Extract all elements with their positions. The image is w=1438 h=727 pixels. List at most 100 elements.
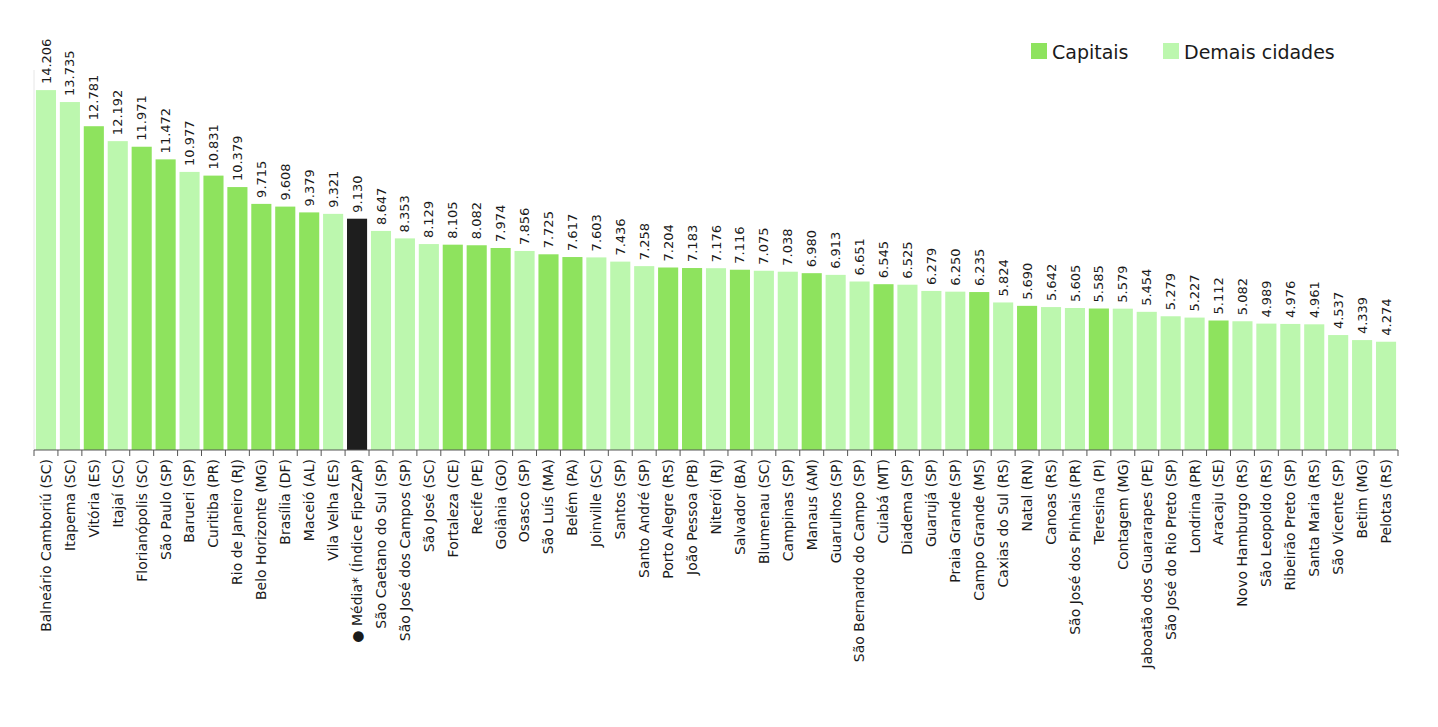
- x-tick: [560, 450, 561, 456]
- x-tick-label: Itapema (SC): [62, 459, 78, 551]
- data-label: 10.831: [206, 124, 221, 170]
- legend-label: Demais cidades: [1184, 41, 1335, 63]
- x-tick: [1254, 450, 1255, 456]
- data-label: 5.112: [1211, 277, 1226, 314]
- x-tick-label: Londrina (PR): [1186, 459, 1202, 554]
- x-tick-label: São Leopoldo (RS): [1258, 459, 1274, 587]
- x-tick-label: Aracaju (SE): [1210, 459, 1226, 545]
- x-tick-label: São Paulo (SP): [158, 459, 174, 560]
- x-tick: [392, 450, 393, 456]
- data-label: 5.642: [1044, 264, 1059, 301]
- x-tick: [919, 450, 920, 456]
- x-tick: [34, 450, 35, 456]
- x-tick-label: Vila Velha (ES): [325, 459, 341, 561]
- data-label: 9.608: [278, 163, 293, 200]
- x-tick: [823, 450, 824, 456]
- data-label: 8.353: [397, 195, 412, 232]
- data-label: 4.339: [1355, 297, 1370, 334]
- bar: [562, 257, 582, 450]
- x-tick: [81, 450, 82, 456]
- data-label: 5.585: [1091, 265, 1106, 302]
- bar: [227, 187, 247, 450]
- data-label: 4.989: [1259, 280, 1274, 317]
- bar: [84, 126, 104, 450]
- x-tick-label: Goiânia (GO): [493, 459, 509, 549]
- data-label: 4.976: [1283, 281, 1298, 318]
- x-tick: [967, 450, 968, 456]
- x-tick-label: Ribeirão Preto (SP): [1282, 459, 1298, 590]
- bar: [419, 244, 439, 450]
- data-label: 7.974: [493, 205, 508, 242]
- data-label: 7.725: [541, 211, 556, 248]
- x-axis-line: [34, 450, 1398, 451]
- x-tick-label: Campinas (SP): [780, 459, 796, 561]
- data-label: 9.321: [326, 171, 341, 208]
- x-tick: [1182, 450, 1183, 456]
- x-tick: [847, 450, 848, 456]
- x-tick: [680, 450, 681, 456]
- bar: [706, 268, 726, 450]
- x-tick: [1158, 450, 1159, 456]
- bar: [251, 204, 271, 450]
- x-tick-label: Teresina (PI): [1091, 459, 1107, 545]
- x-tick-label: Florianópolis (SC): [134, 459, 150, 582]
- data-label: 7.603: [589, 214, 604, 251]
- bar: [850, 282, 870, 450]
- x-tick: [1278, 450, 1279, 456]
- x-tick: [249, 450, 250, 456]
- bar: [515, 251, 535, 450]
- x-tick: [751, 450, 752, 456]
- x-tick: [656, 450, 657, 456]
- bar: [60, 102, 80, 450]
- x-tick: [1062, 450, 1063, 456]
- data-label: 7.176: [709, 225, 724, 262]
- x-tick: [871, 450, 872, 456]
- x-tick: [1039, 450, 1040, 456]
- x-tick: [584, 450, 585, 456]
- data-label: 12.192: [110, 90, 125, 136]
- x-tick-label: Curitiba (PR): [205, 459, 221, 548]
- x-tick-label: Pelotas (RS): [1378, 459, 1394, 543]
- bar: [1041, 307, 1061, 450]
- x-tick-label: São Caetano do Sul (SP): [373, 459, 389, 629]
- data-label: 7.038: [780, 228, 795, 265]
- x-tick: [608, 450, 609, 456]
- data-label: 5.579: [1115, 265, 1130, 302]
- data-label: 8.105: [445, 201, 460, 238]
- data-label: 14.206: [39, 39, 54, 85]
- bar: [969, 292, 989, 450]
- x-tick-label: Santo André (SP): [636, 459, 652, 578]
- data-label: 8.082: [469, 202, 484, 239]
- x-tick-label: Joinville (SC): [588, 459, 604, 548]
- x-tick: [991, 450, 992, 456]
- x-tick: [129, 450, 130, 456]
- x-tick: [799, 450, 800, 456]
- data-label: 5.824: [996, 259, 1011, 296]
- bar: [1113, 309, 1133, 450]
- bar: [1208, 320, 1228, 450]
- x-tick-label: ● Média* (Índice FipeZAP): [349, 459, 365, 643]
- bar: [1017, 306, 1037, 450]
- x-tick-label: São José dos Pinhais (PR): [1067, 459, 1083, 635]
- x-tick-label: Guarujá (SP): [923, 459, 939, 547]
- legend-swatch: [1031, 43, 1047, 59]
- x-tick: [1398, 450, 1399, 456]
- bars: [36, 90, 1396, 450]
- bar: [467, 245, 487, 450]
- x-tick-label: Praia Grande (SP): [947, 459, 963, 583]
- data-label: 11.472: [158, 108, 173, 154]
- bar: [36, 90, 56, 450]
- y-axis-line: [34, 70, 35, 450]
- x-tick-label: Santos (SP): [612, 459, 628, 539]
- x-tick-label: Fortaleza (CE): [445, 459, 461, 557]
- data-label: 7.116: [732, 227, 747, 264]
- bar: [682, 268, 702, 450]
- x-tick: [1350, 450, 1351, 456]
- legend-label: Capitais: [1052, 41, 1129, 63]
- x-tick-label: Canoas (RS): [1043, 459, 1059, 545]
- bar: [1185, 318, 1205, 450]
- x-tick: [1110, 450, 1111, 456]
- x-tick: [536, 450, 537, 456]
- bar: [299, 212, 319, 450]
- x-tick: [632, 450, 633, 456]
